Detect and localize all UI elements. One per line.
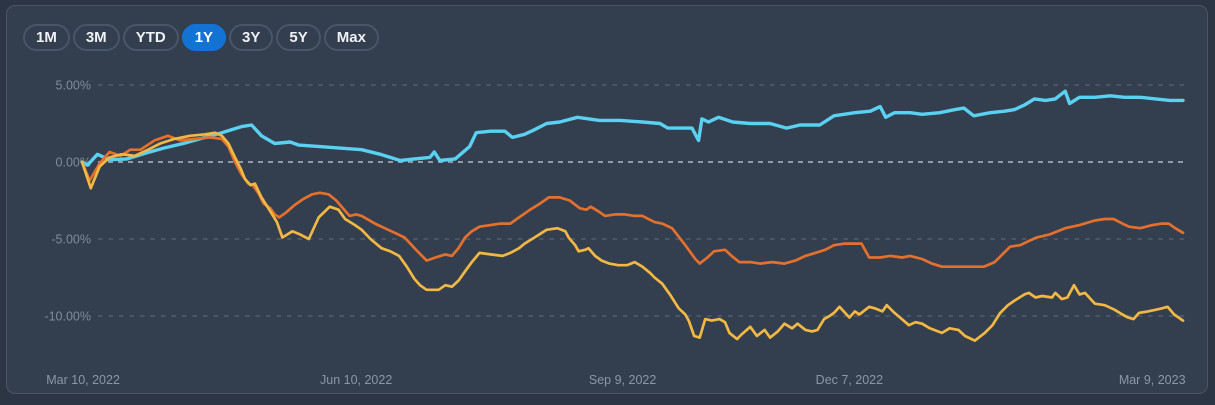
time-range-selector: 1M 3M YTD 1Y 3Y 5Y Max: [23, 24, 379, 51]
time-range-button-1m[interactable]: 1M: [23, 24, 70, 51]
time-range-button-1y[interactable]: 1Y: [181, 24, 227, 51]
time-range-button-max[interactable]: Max: [323, 24, 379, 51]
time-range-button-ytd[interactable]: YTD: [122, 24, 179, 51]
time-range-button-3m[interactable]: 3M: [72, 24, 120, 51]
time-range-button-5y[interactable]: 5Y: [276, 24, 321, 51]
chart-panel: 1M 3M YTD 1Y 3Y 5Y Max: [6, 5, 1208, 394]
time-range-button-3y[interactable]: 3Y: [229, 24, 274, 51]
